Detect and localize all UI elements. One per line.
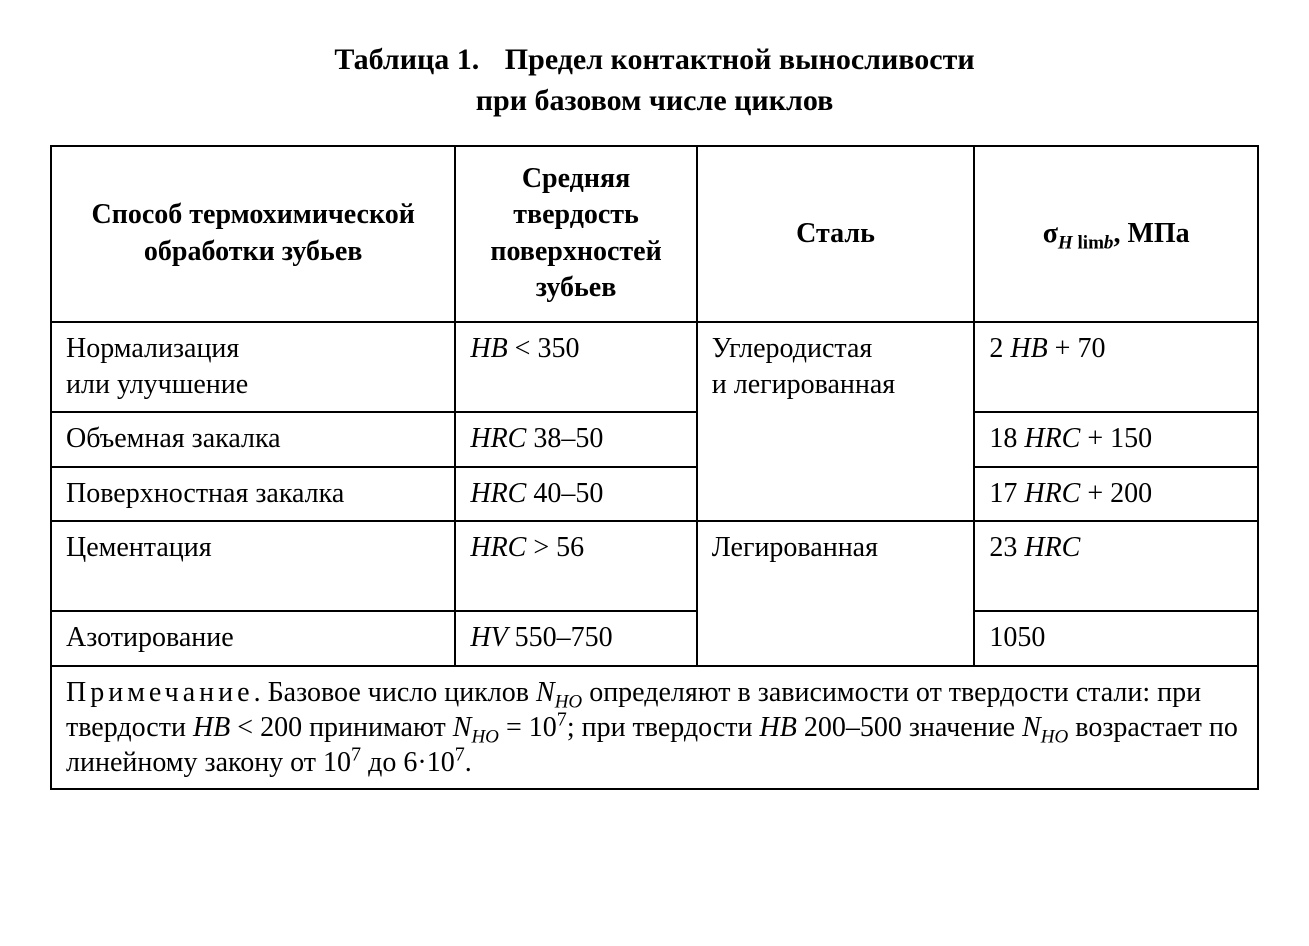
table-row: АзотированиеHV 550–750 1050	[51, 611, 1258, 665]
cell-hardness: HRC > 56	[455, 521, 696, 611]
table-header-row: Способ термохимической обработки зубьев …	[51, 146, 1258, 322]
cell-method: Азотирование	[51, 611, 455, 665]
table-row: Поверхностная закалкаHRC 40–50 17 HRC + 2…	[51, 467, 1258, 521]
table-row: Нормализацияили улучшениеHB < 350Углерод…	[51, 322, 1258, 413]
cell-hardness: HRC 40–50	[455, 467, 696, 521]
table-number: Таблица 1.	[334, 43, 479, 76]
cell-sigma: 2 HB + 70	[974, 322, 1258, 413]
cell-method: Поверхностная закалка	[51, 467, 455, 521]
table-row: ЦементацияHRC > 56Легированная23 HRC	[51, 521, 1258, 611]
table-caption: Таблица 1. Предел контактной выносливост…	[50, 40, 1259, 121]
cell-method: Цементация	[51, 521, 455, 611]
cell-sigma: 18 HRC + 150	[974, 412, 1258, 466]
cell-steel: Углеродистаяи легированная	[697, 322, 975, 522]
cell-steel: Легированная	[697, 521, 975, 665]
cell-hardness: HRC 38–50	[455, 412, 696, 466]
cell-hardness: HB < 350	[455, 322, 696, 413]
header-hardness: Средняя твердость поверхностей зубьев	[455, 146, 696, 322]
table-row: Объемная закалкаHRC 38–50 18 HRC + 150	[51, 412, 1258, 466]
cell-method: Объемная закалка	[51, 412, 455, 466]
cell-sigma: 1050	[974, 611, 1258, 665]
header-sigma: σH limb, МПа	[974, 146, 1258, 322]
endurance-limit-table: Способ термохимической обработки зубьев …	[50, 145, 1259, 790]
cell-sigma: 23 HRC	[974, 521, 1258, 611]
cell-method: Нормализацияили улучшение	[51, 322, 455, 413]
table-title-line2: при базовом числе циклов	[476, 84, 834, 117]
table-note-row: Примечание. Базовое число циклов NHO опр…	[51, 666, 1258, 789]
header-method: Способ термохимической обработки зубьев	[51, 146, 455, 322]
table-title-line1: Предел контактной выносливости	[505, 43, 975, 76]
table-note: Примечание. Базовое число циклов NHO опр…	[51, 666, 1258, 789]
header-steel: Сталь	[697, 146, 975, 322]
cell-sigma: 17 HRC + 200	[974, 467, 1258, 521]
cell-hardness: HV 550–750	[455, 611, 696, 665]
